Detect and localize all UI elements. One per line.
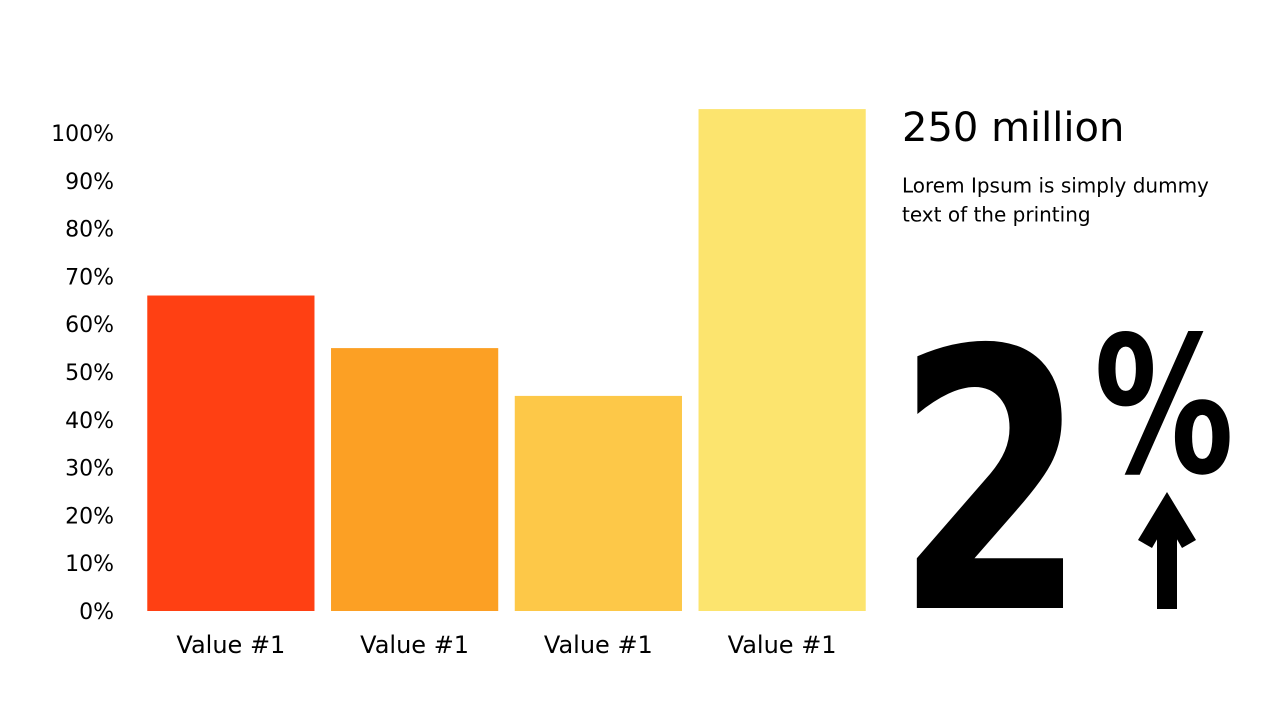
bar (514, 395, 682, 611)
x-tick-label: Value #1 (176, 631, 285, 659)
bar (698, 109, 866, 611)
y-tick-label: 0% (79, 600, 114, 625)
body-text: text of the printing (902, 203, 1091, 227)
headline: 250 million (902, 105, 1124, 151)
x-tick-label: Value #1 (728, 631, 837, 659)
body-text: Lorem Ipsum is simply dummy (902, 174, 1209, 198)
bar (147, 295, 315, 611)
y-tick-label: 30% (65, 457, 114, 482)
y-tick-label: 60% (65, 313, 114, 338)
x-tick-label: Value #1 (360, 631, 469, 659)
big-unit: % (1094, 296, 1234, 517)
up-arrow (1138, 492, 1196, 609)
y-tick-label: 10% (65, 552, 114, 577)
y-tick-label: 80% (65, 218, 114, 243)
y-tick-label: 40% (65, 409, 114, 434)
x-tick-label: Value #1 (544, 631, 653, 659)
y-tick-label: 90% (65, 170, 114, 195)
big-number: 2 (895, 274, 1087, 693)
y-tick-label: 50% (65, 361, 114, 386)
y-tick-label: 70% (65, 265, 114, 290)
y-tick-label: 100% (51, 122, 114, 147)
bar (331, 348, 499, 611)
y-tick-label: 20% (65, 504, 114, 529)
